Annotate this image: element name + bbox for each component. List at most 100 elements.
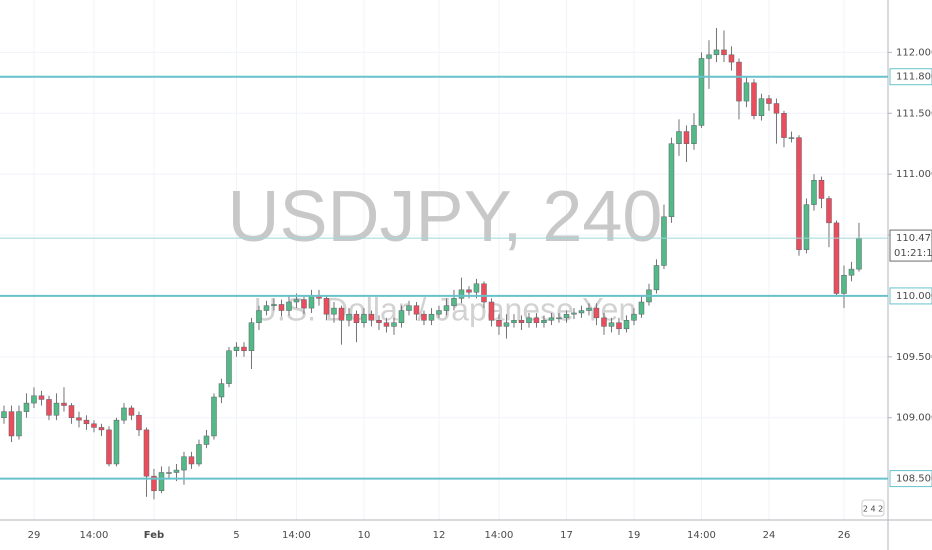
- candle-body: [421, 313, 427, 321]
- candle-body: [481, 283, 487, 303]
- candle-body: [653, 265, 660, 291]
- candle-body: [428, 313, 435, 321]
- candle-body: [158, 472, 165, 492]
- candle-body: [586, 307, 592, 311]
- candle-body: [113, 419, 120, 465]
- candle-body: [368, 313, 375, 321]
- candle-body: [848, 268, 855, 276]
- level-label-box: [889, 68, 932, 86]
- candle-body: [548, 317, 555, 321]
- y-tick-label: 111.000: [896, 169, 932, 180]
- candle-body: [691, 125, 697, 144]
- candle-body: [361, 313, 367, 323]
- candle-body: [811, 179, 817, 205]
- candle-body: [391, 322, 397, 327]
- logo-text[interactable]: 2 4 2: [863, 505, 883, 514]
- candle-body: [308, 295, 315, 309]
- countdown: 01:21:12: [894, 248, 932, 259]
- candle-body: [721, 49, 727, 56]
- candle-body: [743, 82, 750, 102]
- candle-body: [511, 320, 517, 323]
- candle-body: [301, 299, 307, 309]
- candle-body: [196, 444, 202, 465]
- candle-body: [706, 54, 712, 59]
- candle-body: [751, 82, 757, 116]
- x-tick-label: 14:00: [485, 530, 514, 541]
- candle-body: [256, 310, 262, 323]
- candle-body: [383, 322, 390, 327]
- candle-body: [31, 395, 37, 404]
- candle-body: [263, 305, 270, 311]
- level-label: 111.800: [896, 72, 932, 83]
- candle-body: [833, 222, 840, 294]
- candle-body: [68, 405, 75, 418]
- candle-body: [661, 216, 667, 266]
- x-tick-label: 14:00: [687, 530, 716, 541]
- candle-body: [496, 320, 502, 327]
- x-tick-label: 29: [28, 530, 41, 541]
- candle-body: [188, 456, 195, 465]
- candle-body: [571, 312, 577, 315]
- watermark-title: USDJPY, 240: [228, 177, 663, 257]
- candle-body: [293, 299, 300, 303]
- logo[interactable]: [861, 499, 885, 517]
- candle-body: [211, 396, 217, 437]
- x-tick-label: 14:00: [282, 530, 311, 541]
- x-tick-label: 19: [628, 530, 641, 541]
- x-tick-label: 17: [560, 530, 573, 541]
- candle-body: [473, 283, 480, 293]
- candle-body: [616, 322, 622, 330]
- y-tick-label: 109.000: [896, 413, 932, 424]
- level-label-box: [889, 287, 932, 305]
- candle-body: [346, 313, 352, 321]
- candle-body: [668, 143, 675, 218]
- last-price-label: 110.475: [896, 233, 932, 244]
- candle-body: [601, 317, 607, 327]
- candle-body: [556, 317, 562, 320]
- candle-body: [173, 469, 180, 473]
- candle-body: [826, 198, 832, 224]
- candle-body: [788, 137, 795, 139]
- candle-body: [398, 310, 405, 323]
- candle-body: [413, 305, 420, 315]
- candle-body: [526, 317, 532, 323]
- candle-body: [443, 305, 450, 311]
- candle-body: [248, 322, 255, 351]
- candle-body: [143, 429, 150, 477]
- candle-body: [166, 472, 172, 474]
- x-tick-label: 26: [838, 530, 851, 541]
- candle-body: [608, 322, 615, 327]
- candle-body: [83, 419, 90, 425]
- candle-body: [466, 289, 472, 293]
- candle-body: [533, 317, 540, 323]
- candle-body: [683, 131, 690, 144]
- candle-body: [151, 475, 157, 492]
- x-tick-label: 24: [763, 530, 776, 541]
- candle-body: [623, 320, 630, 330]
- candle-body: [271, 304, 277, 306]
- candle-body: [593, 307, 600, 319]
- candle-body: [638, 301, 645, 315]
- candle-body: [488, 301, 495, 321]
- candle-body: [338, 307, 345, 321]
- candle-body: [698, 58, 705, 126]
- candle-body: [106, 429, 112, 465]
- candle-body: [353, 313, 360, 323]
- candle-body: [451, 298, 457, 306]
- candle-body: [578, 310, 585, 314]
- candle-body: [181, 456, 187, 471]
- candle-body: [856, 238, 862, 270]
- candle-body: [286, 301, 292, 311]
- candle-body: [406, 305, 412, 311]
- candle-body: [98, 427, 105, 431]
- candle-body: [241, 346, 247, 351]
- candle-body: [121, 407, 127, 421]
- candle-body: [376, 320, 382, 323]
- candle-body: [46, 399, 52, 416]
- candle-body: [436, 310, 442, 315]
- candle-body: [8, 411, 15, 437]
- candle-body: [323, 298, 330, 315]
- candle-body: [631, 313, 637, 321]
- level-label: 110.000: [896, 291, 932, 302]
- candle-body: [503, 322, 510, 327]
